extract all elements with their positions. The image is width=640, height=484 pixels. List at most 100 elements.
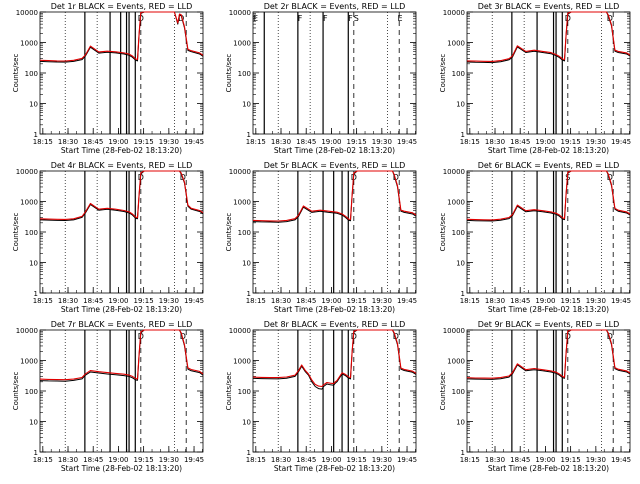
x-tick-label: 19:30 xyxy=(372,297,392,305)
x-tick-label: 18:30 xyxy=(58,138,78,146)
y-tick-label: 10 xyxy=(242,101,251,109)
x-tick-label: 19:30 xyxy=(586,138,606,146)
y-tick-label: 10 xyxy=(242,419,251,427)
x-axis-label: Start Time (28-Feb-02 18:13:20) xyxy=(61,146,182,155)
x-tick-label: 19:45 xyxy=(611,297,631,305)
x-tick-label: 19:00 xyxy=(321,297,341,305)
y-tick-label: 10000 xyxy=(16,168,38,176)
x-tick-label: 18:15 xyxy=(246,297,266,305)
panel-title: Det 7r BLACK = Events, RED = LLD xyxy=(51,320,193,329)
x-tick-label: 18:15 xyxy=(460,297,480,305)
plot-frame xyxy=(252,329,417,453)
x-tick-label: 19:15 xyxy=(561,297,581,305)
events-series-line xyxy=(466,11,631,64)
plot-frame xyxy=(39,170,204,294)
events-series-line xyxy=(252,329,417,390)
x-axis-label: Start Time (28-Feb-02 18:13:20) xyxy=(274,305,395,314)
y-tick-label: 100 xyxy=(25,70,38,78)
x-tick-label: 19:30 xyxy=(586,456,606,464)
x-tick-label: 18:45 xyxy=(296,138,316,146)
x-tick-label: 18:15 xyxy=(460,138,480,146)
x-tick-label: 18:30 xyxy=(58,456,78,464)
y-axis-label: Counts/sec xyxy=(439,54,447,93)
plot-frame xyxy=(39,329,204,453)
x-tick-label: 19:00 xyxy=(321,456,341,464)
marker-label: F xyxy=(298,14,303,23)
x-tick-label: 18:45 xyxy=(296,456,316,464)
x-tick-label: 18:45 xyxy=(83,138,103,146)
x-tick-label: 18:15 xyxy=(33,138,53,146)
lld-series-line xyxy=(466,11,631,62)
events-series-line xyxy=(39,170,204,221)
y-tick-label: 1000 xyxy=(20,358,38,366)
x-tick-label: 18:30 xyxy=(271,456,291,464)
y-tick-label: 10000 xyxy=(229,168,251,176)
x-tick-label: 18:15 xyxy=(246,138,266,146)
x-tick-label: 18:15 xyxy=(460,456,480,464)
x-tick-label: 18:45 xyxy=(83,456,103,464)
plot-frame xyxy=(252,170,417,294)
x-tick-label: 19:45 xyxy=(397,297,417,305)
lld-series-line xyxy=(39,170,204,220)
x-tick-label: 19:45 xyxy=(397,456,417,464)
y-axis-label: Counts/sec xyxy=(225,54,233,93)
lld-series-line xyxy=(39,11,204,62)
x-tick-label: 19:15 xyxy=(134,456,154,464)
plot-frame xyxy=(466,11,631,135)
y-tick-label: 100 xyxy=(238,70,251,78)
x-axis-label: Start Time (28-Feb-02 18:13:20) xyxy=(488,464,609,473)
y-tick-label: 1000 xyxy=(447,199,465,207)
y-tick-label: 1 xyxy=(34,290,38,298)
y-tick-label: 1 xyxy=(247,449,251,457)
events-series-line xyxy=(252,170,417,223)
y-tick-label: 10 xyxy=(456,101,465,109)
marker-label: D xyxy=(180,332,186,341)
x-tick-label: 19:00 xyxy=(535,297,555,305)
panel-title: Det 6r BLACK = Events, RED = LLD xyxy=(478,161,620,170)
y-tick-label: 100 xyxy=(452,229,465,237)
x-tick-label: 19:15 xyxy=(561,138,581,146)
x-axis-label: Start Time (28-Feb-02 18:13:20) xyxy=(488,305,609,314)
x-axis-label: Start Time (28-Feb-02 18:13:20) xyxy=(488,146,609,155)
x-tick-label: 19:45 xyxy=(397,138,417,146)
y-axis-label: Counts/sec xyxy=(225,213,233,252)
x-tick-label: 18:30 xyxy=(485,456,505,464)
y-axis-label: Counts/sec xyxy=(439,213,447,252)
y-tick-label: 1000 xyxy=(20,199,38,207)
lld-series-line xyxy=(252,329,417,388)
marker-label: F xyxy=(323,14,328,23)
y-tick-label: 1 xyxy=(461,449,465,457)
y-axis-label: Counts/sec xyxy=(12,54,20,93)
plot-frame xyxy=(252,11,417,135)
y-tick-label: 1 xyxy=(247,290,251,298)
x-tick-label: 19:15 xyxy=(134,297,154,305)
x-tick-label: 19:00 xyxy=(108,456,128,464)
x-tick-label: 18:45 xyxy=(510,297,530,305)
y-tick-label: 10000 xyxy=(16,327,38,335)
x-tick-label: 19:30 xyxy=(159,456,179,464)
x-tick-label: 19:45 xyxy=(184,297,204,305)
x-axis-label: Start Time (28-Feb-02 18:13:20) xyxy=(61,305,182,314)
panel-title: Det 1r BLACK = Events, RED = LLD xyxy=(51,2,193,11)
plot-frame xyxy=(466,170,631,294)
plot-frame xyxy=(39,11,204,135)
y-axis-label: Counts/sec xyxy=(12,213,20,252)
x-tick-label: 19:30 xyxy=(372,456,392,464)
x-tick-label: 18:30 xyxy=(58,297,78,305)
x-tick-label: 19:30 xyxy=(159,297,179,305)
x-tick-label: 19:30 xyxy=(159,138,179,146)
marker-label: F xyxy=(348,14,353,23)
x-tick-label: 19:00 xyxy=(108,297,128,305)
y-tick-label: 10 xyxy=(29,260,38,268)
lld-series-line xyxy=(252,170,417,222)
panel-title: Det 2r BLACK = Events, RED = LLD xyxy=(264,2,406,11)
marker-label: E xyxy=(398,14,403,23)
